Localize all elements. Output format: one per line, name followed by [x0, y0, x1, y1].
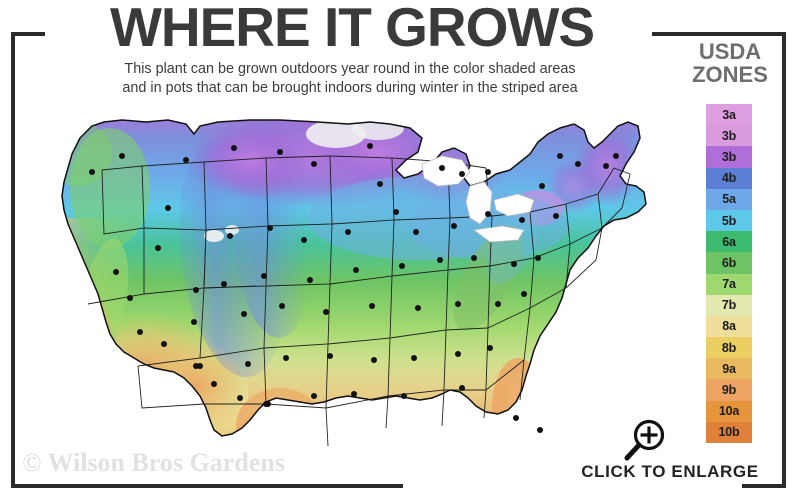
legend-swatch-3b-1: 3b [706, 125, 752, 147]
legend-swatch-5b-5: 5b [706, 209, 752, 232]
legend-heading: USDA ZONES [672, 40, 788, 86]
frame-top-right-segment [652, 32, 786, 36]
legend-swatch-10b-15: 10b [706, 421, 752, 443]
frame-right-segment [782, 32, 786, 488]
legend-swatch-7b-9: 7b [706, 294, 752, 316]
page-title: WHERE IT GROWS [109, 0, 595, 58]
frame-bottom-left-segment [11, 484, 403, 488]
legend-swatch-6b-7: 6b [706, 252, 752, 274]
usda-hardiness-zone-map [18, 108, 678, 468]
frame-top-left-segment [11, 32, 45, 36]
watermark: © Wilson Bros Gardens [22, 448, 285, 477]
legend-swatch-10a-14: 10a [706, 400, 752, 422]
frame-left-segment [11, 32, 15, 488]
legend-heading-line-2: ZONES [692, 62, 768, 87]
legend-swatch-4b-3: 4b [706, 167, 752, 189]
legend-swatch-8a-10: 8a [706, 315, 752, 338]
legend-swatch-8b-11: 8b [706, 337, 752, 359]
legend-heading-line-1: USDA [698, 39, 762, 64]
subtitle: This plant can be grown outdoors year ro… [40, 60, 660, 98]
magnifier-plus-icon[interactable] [616, 418, 670, 466]
subtitle-line-2: and in pots that can be brought indoors … [122, 80, 578, 96]
map-svg [18, 108, 678, 468]
country-outline [61, 119, 647, 437]
click-to-enlarge-label[interactable]: CLICK TO ENLARGE [581, 462, 759, 481]
legend-swatch-3a-0: 3a [706, 104, 752, 126]
subtitle-line-1: This plant can be grown outdoors year ro… [124, 61, 576, 77]
great-lakes [421, 155, 535, 243]
frame-bottom-right-segment [742, 484, 786, 488]
city-markers [89, 143, 619, 433]
legend-swatch-9a-12: 9a [706, 358, 752, 380]
legend-swatch-9b-13: 9b [706, 379, 752, 401]
legend-swatch-7a-8: 7a [706, 273, 752, 295]
legend-swatch-5a-4: 5a [706, 188, 752, 210]
legend-swatch-3b-2: 3b [706, 146, 752, 168]
state-borders [87, 155, 631, 447]
usda-zone-legend: 3a 3b 3b 4b 5a 5b 6a 6b 7a 7b 8a 8b 9a 9b 10a 10b [706, 104, 752, 443]
legend-swatch-6a-6: 6a [706, 231, 752, 253]
